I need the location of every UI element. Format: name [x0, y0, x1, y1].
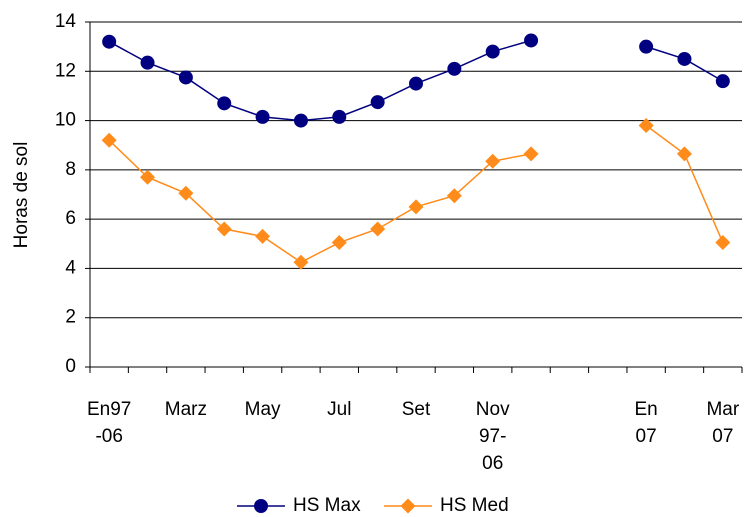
y-tick-label: 10 [55, 110, 76, 131]
data-point [447, 61, 462, 76]
data-point [408, 199, 424, 215]
legend-marker [254, 499, 268, 513]
x-tick-label: Jul [327, 399, 351, 420]
series-line [108, 124, 724, 264]
y-tick-label: 6 [65, 208, 76, 229]
legend-label: HS Max [293, 495, 361, 516]
y-tick-label: 4 [65, 257, 76, 278]
data-point [409, 76, 423, 91]
data-point [524, 33, 539, 48]
data-point [101, 132, 117, 148]
data-point [217, 96, 232, 111]
y-tick-label: 12 [55, 60, 76, 81]
data-point [178, 185, 194, 201]
data-point [715, 74, 730, 89]
x-tick-label: Mar 07 [706, 399, 739, 447]
data-point [293, 254, 309, 270]
data-point [638, 118, 654, 133]
data-point [370, 221, 386, 237]
data-point [331, 235, 347, 251]
x-tick-label: En 07 [634, 399, 657, 447]
data-point [523, 146, 539, 162]
data-point [178, 70, 193, 85]
legend-marker [400, 498, 416, 514]
x-tick-label: Marz [165, 399, 207, 420]
data-point [216, 221, 232, 237]
y-axis-label: Horas de sol [11, 142, 32, 249]
x-tick-label: Nov 97-06 [476, 399, 510, 474]
data-point [140, 169, 156, 185]
x-tick-label: May [245, 399, 281, 420]
data-point [485, 44, 500, 59]
data-point [332, 109, 347, 124]
data-point [485, 153, 501, 169]
data-point [370, 95, 385, 110]
data-point [255, 228, 271, 244]
y-tick-label: 8 [65, 159, 76, 180]
data-point [639, 39, 654, 54]
y-tick-label: 14 [55, 11, 77, 32]
data-point [140, 55, 155, 70]
y-tick-label: 2 [65, 307, 76, 328]
data-point [446, 188, 462, 204]
data-point [677, 51, 692, 66]
data-point [676, 146, 692, 162]
data-point [293, 113, 308, 128]
x-tick-label: En97 -06 [87, 399, 131, 447]
data-point [102, 34, 117, 49]
y-tick-label: 0 [65, 356, 76, 377]
x-tick-label: Set [402, 399, 431, 420]
legend-label: HS Med [440, 495, 509, 516]
data-point [255, 109, 270, 124]
data-point [715, 235, 731, 251]
